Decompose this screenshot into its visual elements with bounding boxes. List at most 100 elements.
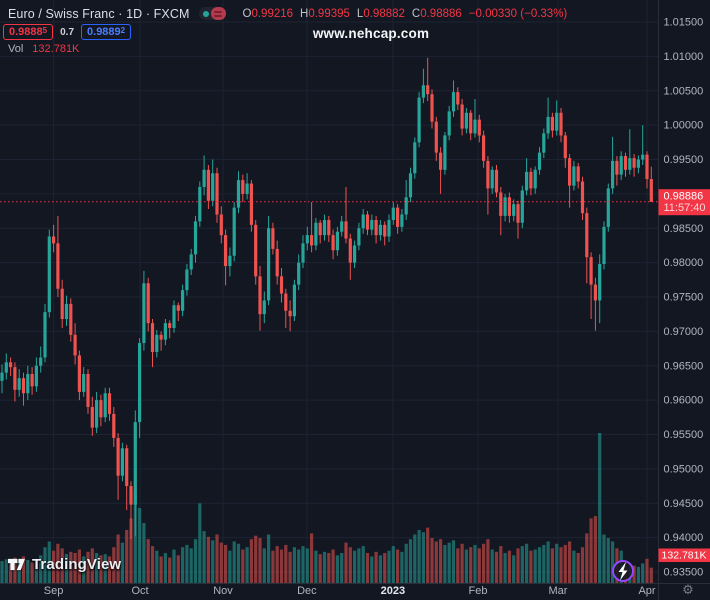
- candle: [107, 387, 112, 421]
- candle: [150, 319, 155, 368]
- candle: [292, 279, 296, 322]
- candle: [47, 229, 51, 318]
- candle: [245, 173, 249, 200]
- candle: [215, 167, 219, 223]
- price-tick-label: 0.98500: [664, 223, 704, 235]
- candle: [99, 394, 103, 427]
- candle: [430, 89, 434, 129]
- current-volume-badge: 132.781K: [658, 548, 710, 562]
- candle: [555, 100, 559, 136]
- candle: [155, 330, 159, 358]
- candle: [305, 226, 309, 251]
- candle: [211, 159, 215, 207]
- chart-legend: Euro / Swiss Franc · 1D · FXCM O0.99216 …: [8, 5, 574, 22]
- candle: [335, 226, 339, 256]
- price-tick-label: 0.97000: [664, 326, 704, 338]
- sell-button[interactable]: 0.9888 5: [3, 24, 54, 40]
- candle: [499, 187, 503, 236]
- candle: [82, 367, 86, 397]
- candle: [632, 154, 636, 177]
- candle: [559, 107, 563, 143]
- candle: [0, 364, 4, 394]
- buy-button[interactable]: 0.9889 2: [81, 24, 132, 40]
- candle: [159, 331, 163, 351]
- candle: [262, 291, 266, 324]
- candle: [73, 323, 77, 365]
- candle: [13, 362, 17, 402]
- candle: [69, 298, 73, 342]
- price-tick-label: 0.95500: [664, 429, 704, 441]
- candle: [133, 410, 137, 537]
- candle: [636, 155, 640, 174]
- volume-label: Vol: [8, 43, 24, 55]
- price-tick-label: 1.00500: [664, 85, 704, 97]
- candle: [413, 137, 417, 179]
- candle: [404, 180, 408, 220]
- price-axis[interactable]: 1.015001.010001.005001.000000.995000.990…: [659, 0, 710, 583]
- candle: [116, 433, 120, 500]
- candle: [129, 481, 133, 539]
- candle: [598, 254, 602, 324]
- candle: [202, 155, 206, 196]
- candle: [477, 114, 481, 143]
- candle: [383, 221, 387, 246]
- candle: [301, 235, 305, 269]
- candle: [426, 57, 430, 102]
- candle: [353, 240, 357, 269]
- time-tick-label: Nov: [213, 585, 233, 597]
- time-axis[interactable]: Sep Oct Nov Dec 2023 Feb Mar Apr: [44, 585, 656, 597]
- candle: [623, 152, 628, 177]
- candle: [34, 357, 38, 392]
- high-label: H: [300, 7, 309, 20]
- candle-color-toggle-icon[interactable]: [198, 7, 226, 20]
- candle: [189, 248, 193, 275]
- time-tick-label: Apr: [638, 585, 655, 597]
- candle: [417, 92, 421, 148]
- candle: [181, 284, 185, 317]
- candle: [241, 174, 245, 203]
- candle: [185, 264, 189, 296]
- price-tick-label: 0.98000: [664, 257, 704, 269]
- candle: [275, 240, 279, 285]
- candle: [451, 80, 456, 117]
- candle: [224, 229, 228, 286]
- tradingview-logo[interactable]: TradingView: [7, 556, 121, 573]
- candle: [503, 193, 507, 222]
- candle: [271, 222, 275, 255]
- candle: [52, 224, 56, 253]
- candle: [589, 252, 593, 319]
- candle: [103, 387, 107, 423]
- candle: [125, 444, 129, 511]
- price-tick-label: 0.97500: [664, 292, 704, 304]
- candle: [112, 407, 116, 447]
- candle: [163, 319, 167, 346]
- candle: [421, 68, 425, 104]
- time-axis-settings-gear-icon[interactable]: ⚙: [682, 583, 694, 598]
- plot-area[interactable]: [0, 0, 658, 583]
- candle: [486, 156, 490, 215]
- candle: [228, 247, 232, 277]
- candle: [120, 442, 124, 482]
- symbol-title[interactable]: Euro / Swiss Franc · 1D · FXCM: [8, 6, 190, 21]
- candle: [443, 132, 447, 175]
- price-tick-label: 0.94500: [664, 498, 704, 510]
- candle: [254, 220, 258, 285]
- candle: [258, 266, 262, 331]
- lightning-bolt-icon: [618, 562, 628, 581]
- candle: [357, 222, 361, 251]
- candle: [572, 160, 576, 191]
- candle: [43, 303, 47, 363]
- candle: [21, 372, 26, 406]
- candle: [17, 369, 21, 397]
- candle: [232, 202, 236, 262]
- lightning-button[interactable]: [612, 560, 634, 582]
- time-tick-label: Dec: [297, 585, 317, 597]
- candle: [641, 125, 645, 165]
- candle: [408, 167, 413, 203]
- candle: [236, 171, 241, 214]
- open-value: 0.99216: [251, 7, 294, 20]
- candle: [77, 350, 81, 401]
- candle: [494, 165, 499, 198]
